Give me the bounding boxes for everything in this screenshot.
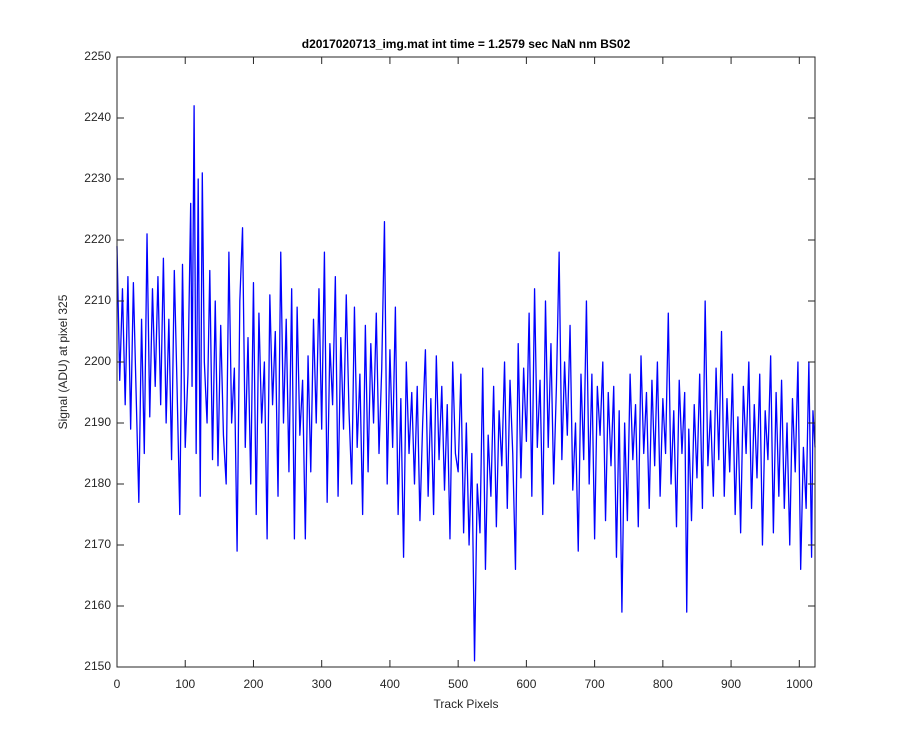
y-tick-label: 2250	[84, 49, 111, 63]
y-tick-label: 2230	[84, 171, 111, 185]
x-tick-label: 400	[380, 677, 400, 691]
x-tick-label: 500	[448, 677, 468, 691]
x-tick-label: 1000	[786, 677, 813, 691]
y-tick-label: 2150	[84, 659, 111, 673]
y-tick-label: 2210	[84, 293, 111, 307]
x-tick-label: 700	[585, 677, 605, 691]
x-tick-label: 0	[114, 677, 121, 691]
y-tick-label: 2170	[84, 537, 111, 551]
x-tick-label: 200	[243, 677, 263, 691]
y-tick-label: 2220	[84, 232, 111, 246]
y-tick-label: 2160	[84, 598, 111, 612]
y-tick-label: 2180	[84, 476, 111, 490]
data-line	[116, 105, 816, 662]
y-tick-label: 2200	[84, 354, 111, 368]
chart-title: d2017020713_img.mat int time = 1.2579 se…	[302, 37, 631, 51]
x-tick-label: 900	[721, 677, 741, 691]
x-tick-label: 100	[175, 677, 195, 691]
y-tick-label: 2240	[84, 110, 111, 124]
y-tick-label: 2190	[84, 415, 111, 429]
x-tick-label: 600	[516, 677, 536, 691]
x-tick-label: 300	[312, 677, 332, 691]
y-axis-label: Signal (ADU) at pixel 325	[56, 294, 70, 429]
x-tick-label: 800	[653, 677, 673, 691]
x-axis-label: Track Pixels	[434, 697, 499, 711]
